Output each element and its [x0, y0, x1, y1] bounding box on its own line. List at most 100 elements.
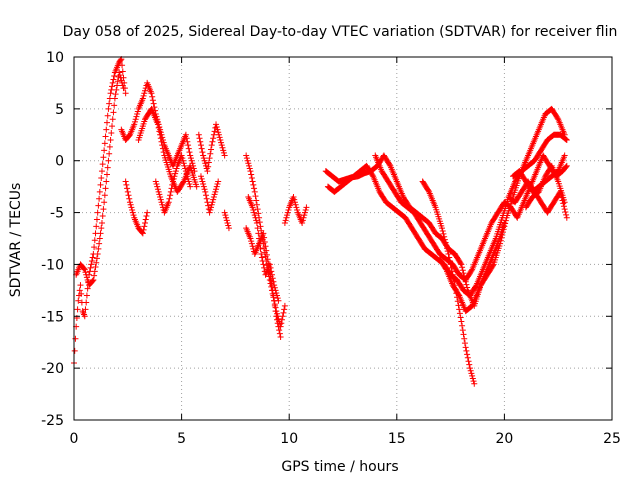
- data-point: [270, 278, 277, 285]
- data-point: [140, 92, 147, 99]
- y-tick-label: 10: [46, 50, 64, 66]
- data-point: [291, 199, 298, 206]
- data-point: [180, 157, 187, 164]
- data-point: [198, 145, 205, 152]
- data-point: [459, 322, 466, 329]
- data-point: [152, 178, 159, 185]
- x-tick-label: 15: [388, 431, 406, 447]
- data-point: [98, 225, 105, 232]
- tick-labels: 0 5 10 15 20 25 -25 -20 -15 -10 -5 0 5 10: [41, 50, 621, 447]
- data-point: [274, 292, 281, 299]
- data-point: [281, 306, 288, 313]
- data-point: [301, 209, 308, 216]
- data-point: [501, 219, 508, 226]
- data-point: [274, 310, 281, 317]
- data-point: [205, 159, 212, 166]
- data-point: [299, 217, 306, 224]
- data-point: [253, 219, 260, 226]
- data-point: [139, 95, 146, 102]
- data-point: [200, 181, 207, 188]
- data-point: [386, 161, 393, 168]
- data-point: [251, 188, 258, 195]
- data-point: [199, 149, 206, 156]
- data-point: [125, 192, 132, 199]
- data-point: [253, 201, 260, 208]
- data-point: [179, 155, 186, 162]
- data-point: [463, 281, 470, 288]
- data-point: [110, 109, 117, 116]
- data-point: [93, 216, 100, 223]
- data-point: [114, 78, 121, 85]
- data-point: [563, 214, 570, 221]
- data-point: [109, 79, 116, 86]
- data-point: [92, 230, 99, 237]
- data-point: [113, 86, 120, 93]
- data-point: [444, 245, 451, 252]
- data-point: [457, 314, 464, 321]
- data-point: [72, 335, 79, 342]
- data-point: [165, 199, 172, 206]
- data-point: [131, 118, 138, 125]
- data-point: [441, 236, 448, 243]
- data-point: [202, 192, 209, 199]
- data-point: [448, 264, 455, 271]
- data-point: [441, 233, 448, 240]
- data-point: [449, 268, 456, 275]
- data-point: [444, 248, 451, 255]
- data-point: [120, 85, 127, 92]
- data-point: [169, 181, 176, 188]
- data-point: [105, 157, 112, 164]
- data-point: [109, 116, 116, 123]
- data-point: [84, 285, 91, 292]
- data-point: [81, 266, 88, 273]
- data-point: [98, 168, 105, 175]
- data-point: [159, 145, 166, 152]
- data-point: [141, 90, 148, 97]
- data-point: [104, 112, 111, 119]
- data-point: [183, 135, 190, 142]
- data-point: [123, 181, 130, 188]
- data-point: [268, 268, 275, 275]
- data-point: [218, 139, 225, 146]
- data-point: [459, 327, 466, 334]
- data-point: [101, 147, 108, 154]
- data-point: [139, 229, 146, 236]
- data-point: [180, 160, 187, 167]
- data-point: [225, 225, 232, 232]
- data-point: [469, 372, 476, 379]
- data-point: [252, 193, 259, 200]
- data-point: [202, 160, 209, 167]
- data-point: [111, 73, 118, 80]
- data-point: [211, 191, 218, 198]
- data-point: [425, 187, 432, 194]
- data-point: [75, 297, 82, 304]
- data-point: [468, 267, 475, 274]
- data-point: [284, 212, 291, 219]
- data-point: [154, 183, 161, 190]
- data-point: [159, 142, 166, 149]
- data-point: [185, 145, 192, 152]
- data-point: [159, 201, 166, 208]
- data-point: [94, 251, 101, 258]
- x-tick-label: 5: [177, 431, 186, 447]
- data-point: [84, 276, 91, 283]
- data-point: [209, 199, 216, 206]
- data-point: [201, 186, 208, 193]
- chart-title: Day 058 of 2025, Sidereal Day-to-day VTE…: [63, 24, 618, 40]
- data-point: [196, 135, 203, 142]
- data-point: [111, 95, 118, 102]
- data-point: [127, 201, 134, 208]
- data-point: [201, 157, 208, 164]
- data-point: [562, 208, 569, 215]
- data-point: [184, 138, 191, 145]
- data-point: [248, 171, 255, 178]
- data-point: [130, 212, 137, 219]
- y-tick-label: -5: [50, 206, 64, 222]
- data-point: [207, 206, 214, 213]
- data-point: [83, 299, 90, 306]
- data-point: [149, 93, 156, 100]
- data-point: [456, 306, 463, 313]
- series-arc-6: [152, 152, 194, 216]
- data-point: [251, 209, 258, 216]
- data-point: [86, 268, 93, 275]
